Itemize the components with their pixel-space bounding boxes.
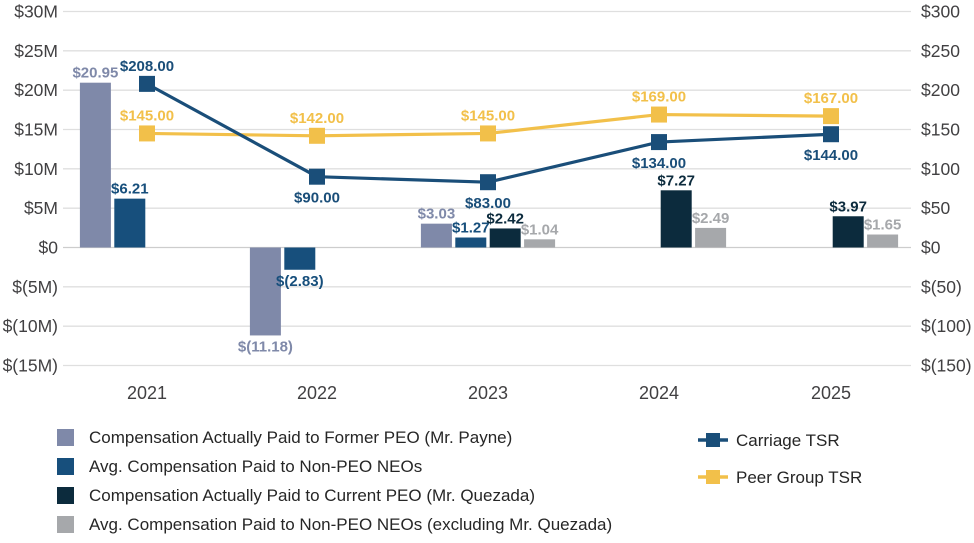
left-axis-tick-label: $10M (14, 159, 58, 179)
carriage-tsr-line-marker-icon (698, 433, 728, 447)
x-axis-year-label: 2024 (639, 383, 679, 403)
tsr-value-label: $90.00 (294, 190, 340, 207)
bar (249, 247, 281, 336)
legend-item: Avg. Compensation Paid to Non-PEO NEOs (… (57, 516, 612, 533)
tsr-marker (139, 125, 155, 142)
left-axis-tick-label: $15M (14, 119, 58, 139)
bar (455, 237, 487, 248)
bar-value-label: $2.42 (486, 210, 524, 227)
bar (524, 239, 556, 248)
left-axis-tick-label: $30M (14, 2, 58, 22)
legend-item: Peer Group TSR (698, 467, 863, 487)
legend-swatch-non-peo-neos (57, 458, 74, 475)
left-axis-tick-label: $0 (39, 237, 59, 257)
tsr-marker (309, 168, 325, 185)
tsr-value-label: $145.00 (461, 107, 515, 124)
legend-item-label: Peer Group TSR (736, 467, 863, 487)
legend-swatch-current-peo (57, 487, 74, 504)
tsr-value-label: $145.00 (120, 107, 174, 124)
left-axis-tick-label: $(10M) (3, 316, 58, 336)
bar-series-legend: Compensation Actually Paid to Former PEO… (57, 429, 612, 533)
tsr-marker (651, 106, 667, 123)
bar (660, 190, 692, 248)
tsr-value-label: $83.00 (465, 195, 511, 212)
line-series-legend: Carriage TSR Peer Group TSR (698, 430, 863, 487)
bar-value-label: $6.21 (111, 181, 149, 198)
bar-value-label: $(2.83) (276, 273, 324, 290)
bar (695, 227, 727, 248)
right-axis-tick-label: $300 (921, 2, 960, 22)
x-axis-year-label: 2021 (127, 383, 167, 403)
bar-value-label: $3.03 (418, 206, 456, 223)
bar-value-label: $1.27 (452, 220, 490, 237)
bar-value-label: $1.04 (521, 221, 559, 238)
tsr-marker (823, 108, 839, 125)
tsr-value-label: $142.00 (290, 110, 344, 127)
right-axis-tick-label: $(100) (921, 316, 972, 336)
left-axis-tick-label: $5M (24, 198, 58, 218)
x-axis-year-label: 2022 (297, 383, 337, 403)
bar-value-label: $3.97 (829, 198, 867, 215)
left-axis-tick-label: $20M (14, 80, 58, 100)
legend-item-label: Avg. Compensation Paid to Non-PEO NEOs (… (89, 515, 613, 534)
tsr-marker (651, 134, 667, 151)
bar (284, 247, 316, 270)
legend-item: Avg. Compensation Paid to Non-PEO NEOs (57, 458, 612, 475)
x-axis-year-label: 2025 (811, 383, 851, 403)
tsr-value-label: $144.00 (804, 147, 858, 164)
left-axis-tick-label: $25M (14, 41, 58, 61)
legend-item: Carriage TSR (698, 430, 862, 450)
bar (79, 82, 111, 248)
tsr-value-label: $169.00 (632, 89, 686, 106)
left-axis-tick-label: $(15M) (3, 355, 58, 375)
bar-value-label: $20.95 (72, 65, 118, 82)
tsr-value-label: $167.00 (804, 90, 858, 107)
right-axis-tick-label: $(150) (921, 355, 972, 375)
legend-item: Compensation Actually Paid to Current PE… (57, 487, 612, 504)
legend-swatch-former-peo (57, 429, 74, 446)
tsr-marker (480, 125, 496, 142)
bar-value-label: $(11.18) (238, 338, 293, 355)
legend-item-label: Compensation Actually Paid to Current PE… (89, 486, 535, 505)
legend-item-label: Compensation Actually Paid to Former PEO… (89, 428, 513, 447)
legend-item-label: Avg. Compensation Paid to Non-PEO NEOs (89, 457, 423, 476)
legend-item: Compensation Actually Paid to Former PEO… (57, 429, 612, 446)
right-axis-tick-label: $(50) (921, 277, 962, 297)
legend-item-label: Carriage TSR (736, 430, 840, 450)
tsr-marker (139, 75, 155, 92)
right-axis-tick-label: $0 (921, 237, 941, 257)
bar (114, 198, 146, 248)
tsr-compensation-chart: $30M $300 $25M $250 $20M $200 $15M $150 $10M $100… (3, 2, 972, 404)
tsr-value-label: $134.00 (632, 155, 686, 172)
left-axis-tick-label: $(5M) (12, 277, 58, 297)
bar-value-label: $1.65 (864, 217, 902, 234)
right-axis-tick-label: $250 (921, 41, 960, 61)
tsr-value-label: $208.00 (120, 58, 174, 75)
bar (832, 216, 864, 248)
tsr-marker (480, 174, 496, 191)
tsr-marker (309, 127, 325, 144)
right-axis-tick-label: $100 (921, 159, 960, 179)
bar-value-label: $2.49 (692, 210, 730, 227)
bar (489, 228, 521, 248)
right-axis-tick-label: $150 (921, 119, 960, 139)
tsr-marker (823, 126, 839, 143)
legend-swatch-non-peo-neos-excl (57, 516, 74, 533)
x-axis-year-label: 2023 (468, 383, 508, 403)
bar (420, 223, 452, 248)
bar-value-label: $7.27 (657, 172, 695, 189)
right-axis-tick-label: $200 (921, 80, 960, 100)
right-axis-tick-label: $50 (921, 198, 950, 218)
peer-group-tsr-line-marker-icon (698, 470, 728, 484)
bar (867, 234, 899, 248)
